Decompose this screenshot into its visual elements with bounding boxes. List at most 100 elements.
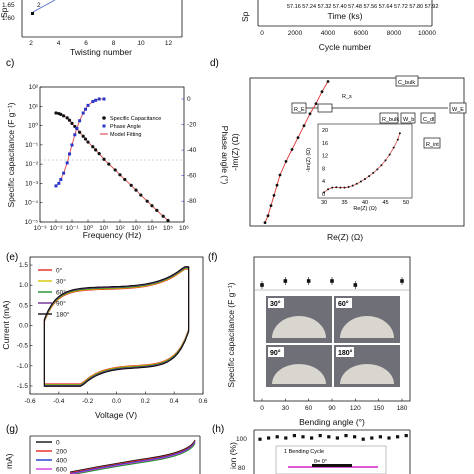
d-inset-ytick-2: 8 xyxy=(322,166,325,172)
d-inset-point-9 xyxy=(359,180,362,183)
c-phase-point-12 xyxy=(86,103,90,107)
d-inset-point-4 xyxy=(339,186,342,189)
c-cap-point-13 xyxy=(91,145,95,149)
tr-xtick-1: 2000 xyxy=(288,30,303,37)
c-xtick-2: 10⁻¹ xyxy=(66,225,80,232)
c-ytick-6: 10⁻⁴ xyxy=(25,200,39,207)
c-phase-point-3 xyxy=(62,171,66,175)
h-point-14 xyxy=(378,435,382,439)
f-xtick-0: 0 xyxy=(260,405,264,412)
f-xtick-5: 150 xyxy=(373,405,384,412)
c-phase-point-2 xyxy=(59,178,63,181)
f-photo-180-tag xyxy=(336,347,354,357)
g-cv-curve-0 xyxy=(69,439,196,473)
c-y2tick-0: 0 xyxy=(187,96,191,103)
c-cap-point-25 xyxy=(150,204,154,208)
c-cap-point-15 xyxy=(97,152,101,156)
panel-c: c) 10⁻³ 10⁻² 10⁻¹ 10⁰ 10¹ 10² 10³ 10⁴ 10⁵ 10⁶ 10²… xyxy=(6,58,230,240)
c-xtick-7: 10⁴ xyxy=(147,225,157,232)
c-phase-point-4 xyxy=(65,161,69,165)
f-photo-90-device xyxy=(272,364,326,384)
d-inset-frame xyxy=(317,123,413,199)
d-point-4 xyxy=(275,183,279,187)
d-inset-point-0 xyxy=(323,191,325,194)
d-rs-label: R_s xyxy=(342,94,352,100)
d-inset-xtick-2: 40 xyxy=(362,200,368,206)
h-ytick-100: 100 xyxy=(236,436,247,443)
d-inset-point-12 xyxy=(372,171,375,174)
c-cap-point-28 xyxy=(166,218,170,223)
tr-xlabel: Time (ks) xyxy=(327,11,362,21)
g-cv-curve-2 xyxy=(69,441,196,474)
d-inset-point-15 xyxy=(384,159,387,162)
c-xtick-6: 10³ xyxy=(131,225,141,232)
h-point-6 xyxy=(310,436,314,440)
tl-data-point xyxy=(31,12,34,15)
d-inset-point-18 xyxy=(396,138,399,141)
e-xtick-5: 0.4 xyxy=(170,398,179,405)
tl-xlabel: Twisting number xyxy=(70,47,132,57)
tr-xtick-0: 0 xyxy=(260,30,264,37)
c-cap-point-0 xyxy=(54,111,58,115)
d-inset-ytick-4: 16 xyxy=(322,141,328,147)
f-photo-90-tag xyxy=(268,347,284,357)
d-inset-ylabel: -Im(Z) (Ω) xyxy=(306,148,312,172)
d-inset-xtick-4: 50 xyxy=(403,200,409,206)
d-point-3 xyxy=(272,194,276,197)
d-point-0 xyxy=(263,221,267,225)
d-point-5 xyxy=(278,173,282,177)
c-phase-point-15 xyxy=(97,97,101,101)
d-point-11 xyxy=(314,102,318,105)
c-cap-point-10 xyxy=(81,134,85,138)
tl-xtick-0: 2 xyxy=(29,40,33,47)
g-cv-curve-4 xyxy=(73,442,196,474)
h-inset-bar xyxy=(312,464,352,467)
d-inset-point-11 xyxy=(368,175,371,178)
d-ylabel: -Im(Z) (Ω) xyxy=(230,133,240,171)
c-cap-point-14 xyxy=(94,148,98,152)
c-y2tick-2: -40 xyxy=(187,147,197,154)
h-inset-label: 1 Bending Cycle xyxy=(284,449,324,455)
c-xtick-8: 10⁵ xyxy=(163,225,173,232)
h-point-10 xyxy=(344,434,348,438)
c-phase-point-9 xyxy=(78,119,82,123)
f-point-5 xyxy=(400,279,404,283)
f-xlabel: Bending angle (°) xyxy=(299,417,365,427)
d-inset-point-17 xyxy=(392,146,395,149)
c-xtick-0: 10⁻³ xyxy=(34,225,48,232)
c-cap-point-27 xyxy=(161,214,165,218)
tl-xtick-2: 6 xyxy=(84,40,88,47)
e-ytick-0: 1.5 xyxy=(19,262,28,269)
c-cap-point-18 xyxy=(113,168,117,172)
e-legend-label-1: 30° xyxy=(56,278,66,286)
tr-xtick-3: 6000 xyxy=(354,30,369,37)
c-y2tick-1: -20 xyxy=(187,122,197,129)
c-cap-point-26 xyxy=(155,208,159,212)
panel-label-d: d) xyxy=(210,58,219,69)
tl-ytick-1: 1.60 xyxy=(2,15,15,22)
d-point-6 xyxy=(284,160,288,163)
g-legend-label-1: 200 xyxy=(56,449,67,456)
g-legend-label-0: 0 xyxy=(56,440,60,447)
e-xlabel: Voltage (V) xyxy=(95,410,137,420)
d-inset-xlabel: Re(Z) (Ω) xyxy=(353,206,377,212)
d-rbulk-box xyxy=(379,112,399,124)
e-legend-label-0: 0° xyxy=(56,267,63,275)
d-inset-point-1 xyxy=(327,188,330,191)
c-y2tick-4: -80 xyxy=(187,198,197,205)
d-point-9 xyxy=(302,124,306,128)
c-xtick-4: 10¹ xyxy=(99,225,109,232)
c-xlabel: Frequency (Hz) xyxy=(83,230,142,240)
c-phase-point-1 xyxy=(57,181,61,185)
d-inset-point-10 xyxy=(364,177,366,180)
c-y2tick-3: -60 xyxy=(187,173,197,180)
c-phase-point-8 xyxy=(75,126,79,130)
h-point-17 xyxy=(404,434,408,438)
c-phase-point-0 xyxy=(54,184,58,188)
tr-xtick-5: 10000 xyxy=(418,30,436,37)
c-ytick-1: 10¹ xyxy=(29,103,39,110)
h-inset-sub: θ= 0° xyxy=(314,459,327,465)
c-xtick-9: 10⁶ xyxy=(179,225,189,232)
tl-ylabel: Sp xyxy=(0,7,9,18)
